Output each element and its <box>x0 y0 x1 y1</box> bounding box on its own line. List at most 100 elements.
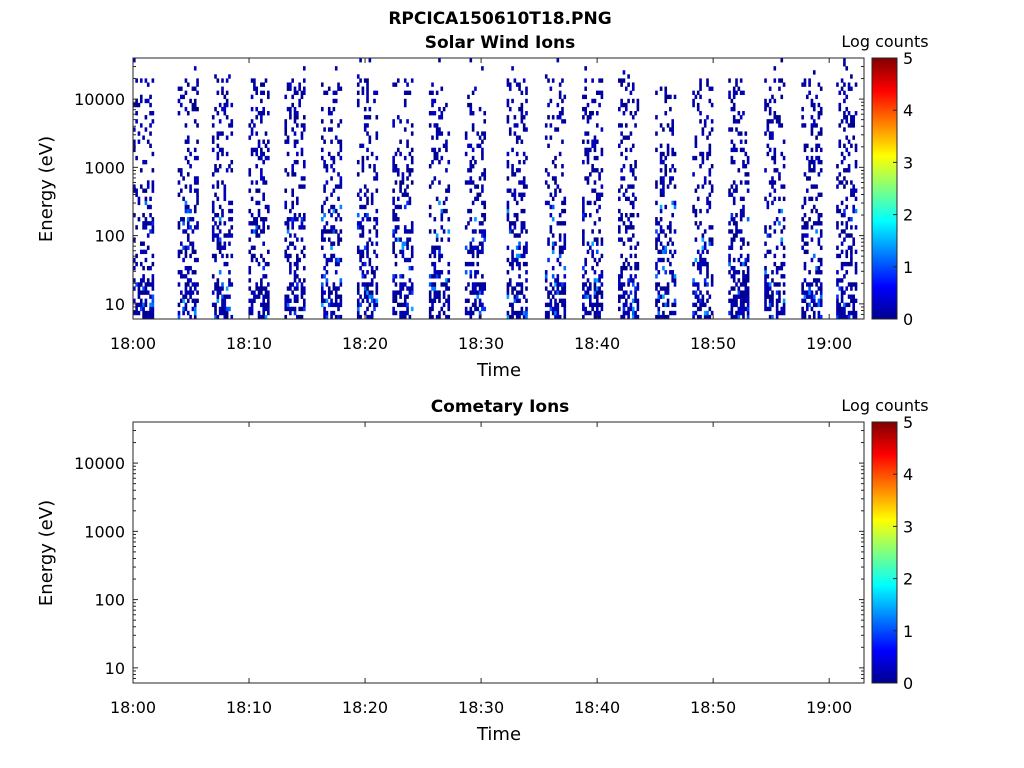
heatmap-cell <box>440 86 444 91</box>
heatmap-cell <box>598 90 601 96</box>
heatmap-cell <box>428 111 432 116</box>
heatmap-cell <box>250 196 254 202</box>
heatmap-cell <box>262 180 265 185</box>
heatmap-cell <box>137 200 141 206</box>
heatmap-cell <box>253 294 256 299</box>
heatmap-cell <box>406 200 409 206</box>
heatmap-cell <box>214 286 217 291</box>
heatmap-cell <box>370 265 374 271</box>
heatmap-cell <box>815 143 818 149</box>
heatmap-cell <box>692 102 695 108</box>
heatmap-cell <box>518 253 521 259</box>
heatmap-cell <box>598 217 601 222</box>
heatmap-cell <box>593 147 597 153</box>
heatmap-cell <box>149 123 152 128</box>
heatmap-cell <box>627 314 630 320</box>
heatmap-cell <box>469 176 473 181</box>
heatmap-cell <box>810 237 814 242</box>
heatmap-cell <box>257 310 261 316</box>
heatmap-cell <box>211 139 215 144</box>
heatmap-cell <box>300 90 304 96</box>
heatmap-cell <box>250 147 254 153</box>
heatmap-cell <box>696 298 700 303</box>
heatmap-cell <box>838 143 842 149</box>
heatmap-cell <box>810 155 814 161</box>
heatmap-cell <box>620 282 623 287</box>
heatmap-cell <box>440 111 444 116</box>
heatmap-cell <box>673 298 677 303</box>
heatmap-cell <box>666 184 670 189</box>
x-tick-label: 18:40 <box>574 698 620 717</box>
heatmap-cell <box>177 310 181 316</box>
heatmap-cell <box>671 302 675 308</box>
heatmap-cell <box>525 286 528 291</box>
heatmap-cell <box>431 302 434 308</box>
heatmap-cell <box>699 270 702 275</box>
heatmap-cell <box>151 298 155 303</box>
heatmap-cell <box>730 159 734 165</box>
heatmap-cell <box>133 278 136 283</box>
heatmap-cell <box>289 111 292 116</box>
heatmap-cell <box>144 249 148 255</box>
heatmap-cell <box>629 290 633 295</box>
x-tick-label: 18:20 <box>342 698 388 717</box>
heatmap-cell <box>267 155 270 161</box>
heatmap-cell <box>810 282 814 287</box>
heatmap-cell <box>196 290 199 295</box>
heatmap-cell <box>144 127 148 132</box>
heatmap-cell <box>515 168 519 173</box>
heatmap-cell <box>228 123 231 128</box>
heatmap-cell <box>368 282 372 287</box>
heatmap-cell <box>843 58 846 63</box>
heatmap-cell <box>817 314 821 320</box>
heatmap-cell <box>428 310 432 316</box>
heatmap-cell <box>850 119 853 124</box>
heatmap-cell <box>805 306 809 312</box>
heatmap-cell <box>291 102 294 108</box>
heatmap-cell <box>359 314 362 320</box>
heatmap-cell <box>228 229 231 234</box>
heatmap-cell <box>410 159 414 165</box>
heatmap-cell <box>600 282 604 287</box>
heatmap-cell <box>634 298 637 303</box>
heatmap-cell <box>373 306 376 312</box>
heatmap-cell <box>320 208 324 214</box>
y-tick-label: 1000 <box>84 158 125 177</box>
heatmap-cell <box>228 294 231 299</box>
heatmap-cell <box>549 204 553 210</box>
heatmap-cell <box>659 257 663 263</box>
heatmap-cell <box>359 188 362 193</box>
heatmap-cell <box>662 302 665 308</box>
heatmap-cell <box>815 270 818 275</box>
heatmap-cell <box>325 196 329 202</box>
heatmap-cell <box>286 151 290 157</box>
heatmap-cell <box>766 127 770 132</box>
heatmap-cell <box>478 314 482 320</box>
heatmap-cell <box>401 286 405 291</box>
heatmap-cell <box>218 306 222 312</box>
heatmap-cell <box>817 155 821 161</box>
heatmap-cell <box>744 151 748 157</box>
heatmap-cell <box>836 245 839 250</box>
heatmap-cell <box>624 257 628 263</box>
heatmap-cell <box>805 221 809 226</box>
heatmap-cell <box>701 127 705 132</box>
heatmap-cell <box>323 253 326 259</box>
heatmap-cell <box>728 229 731 234</box>
heatmap-cell <box>584 147 587 153</box>
heatmap-cell <box>666 143 670 149</box>
heatmap-cell <box>692 172 695 177</box>
heatmap-cell <box>525 245 528 250</box>
heatmap-cell <box>262 225 265 230</box>
heatmap-cell <box>142 310 145 316</box>
heatmap-cell <box>211 302 215 308</box>
heatmap-cell <box>361 168 365 173</box>
heatmap-cell <box>298 306 301 312</box>
heatmap-cell <box>368 302 372 308</box>
heatmap-cell <box>773 221 777 226</box>
heatmap-cell <box>403 204 407 210</box>
heatmap-cell <box>595 123 599 128</box>
heatmap-cell <box>361 90 365 96</box>
heatmap-cell <box>840 261 844 267</box>
heatmap-cell <box>214 314 217 320</box>
